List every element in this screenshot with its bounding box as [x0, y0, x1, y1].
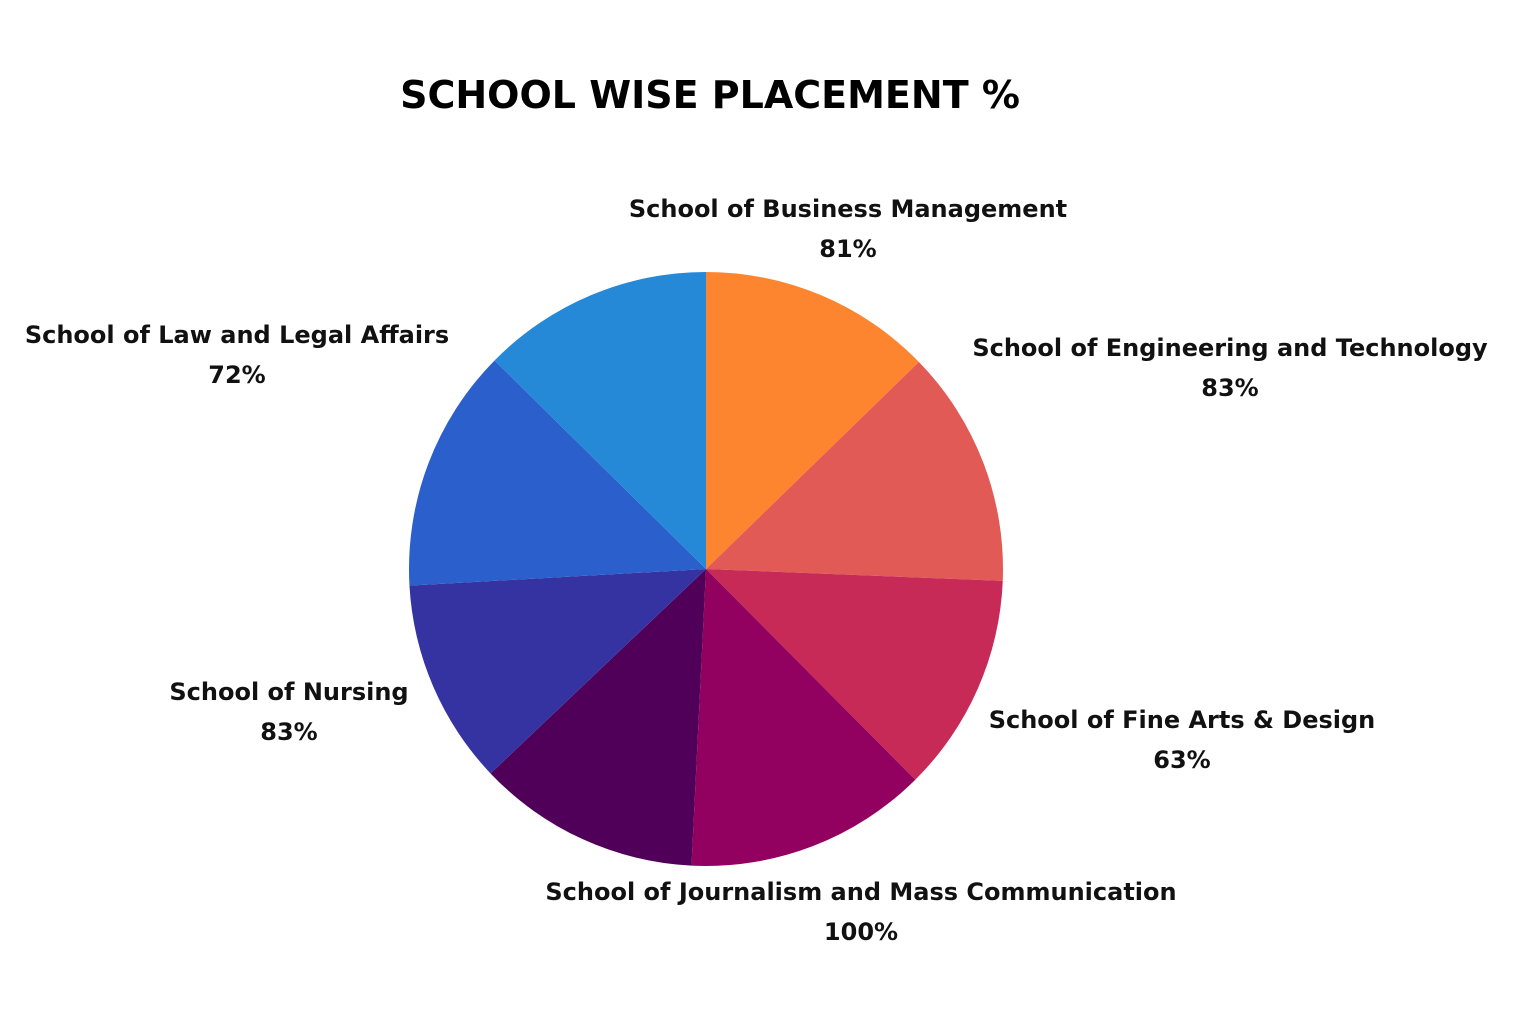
pie-slice-1: [706, 272, 919, 569]
slice-value-2: 83%: [1201, 374, 1258, 402]
slice-label-4: School of Journalism and Mass Communicat…: [545, 878, 1176, 906]
chart-title: SCHOOL WISE PLACEMENT %: [400, 73, 1020, 117]
pie-slice-2: [706, 361, 1003, 581]
pie-slice-3: [706, 569, 1003, 780]
pie-slice-5: [490, 569, 706, 866]
slice-label-3: School of Fine Arts & Design: [989, 706, 1376, 734]
pie-slice-8: [494, 272, 706, 569]
slice-value-5: 83%: [260, 718, 317, 746]
slice-label-2: School of Engineering and Technology: [972, 334, 1488, 362]
pie-slice-6: [409, 569, 706, 774]
pie-slice-4: [691, 569, 916, 867]
slice-label-6: School of Law and Legal Affairs: [25, 321, 449, 349]
slice-label-5: School of Nursing: [169, 678, 408, 706]
pie-slice-7: [408, 360, 706, 586]
slice-value-3: 63%: [1153, 746, 1210, 774]
slice-value-6: 72%: [208, 361, 265, 389]
pie-slices: [408, 272, 1003, 867]
slice-value-4: 100%: [824, 918, 898, 946]
slice-label-1: School of Business Management: [629, 195, 1067, 223]
pie-labels: School of Business Management 81% School o…: [25, 195, 1488, 946]
slice-value-1: 81%: [819, 235, 876, 263]
